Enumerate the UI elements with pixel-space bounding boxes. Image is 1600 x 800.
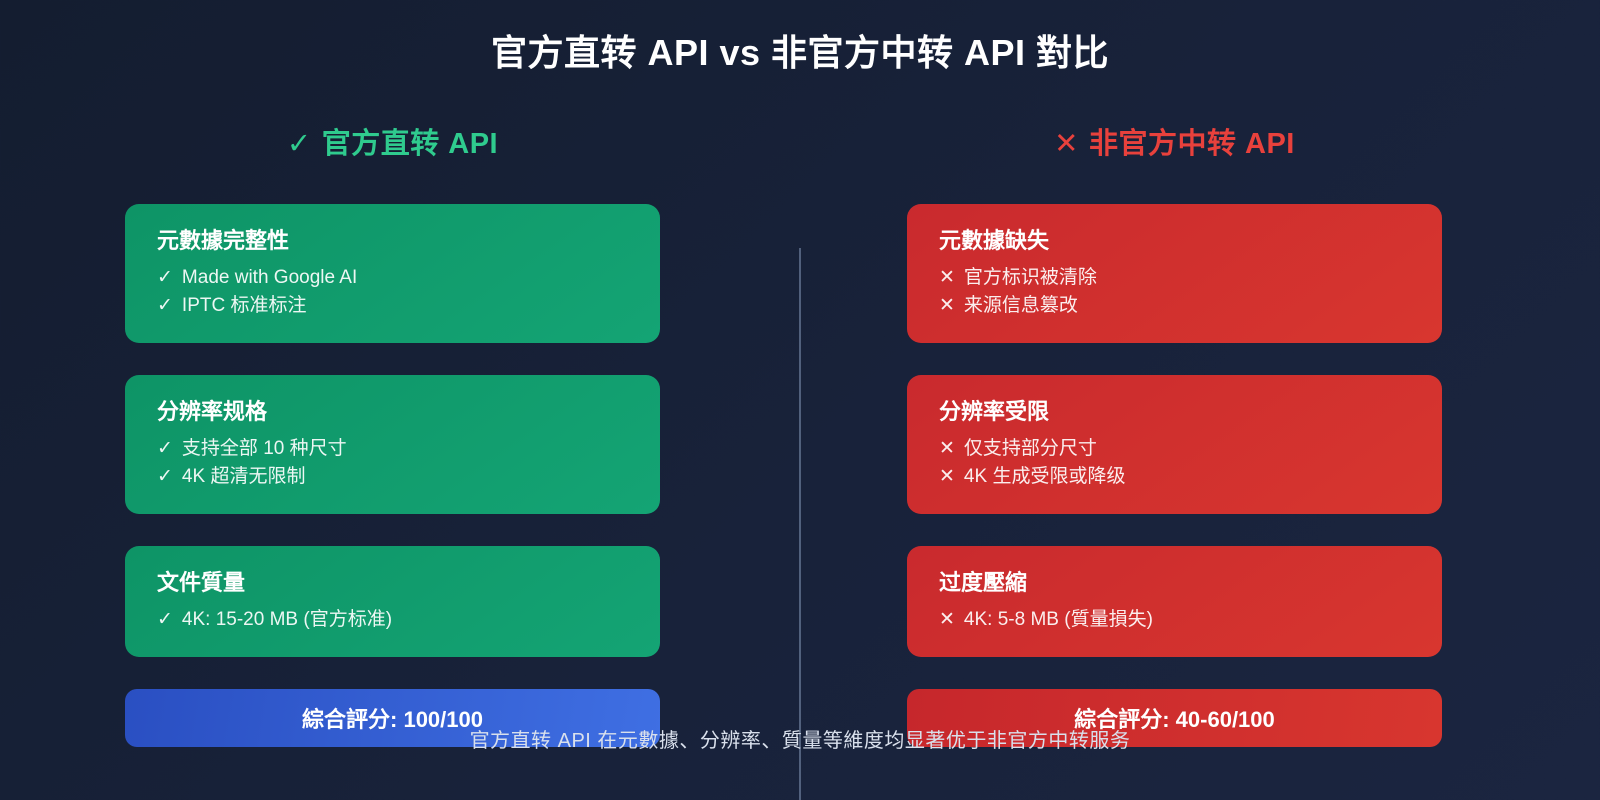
cross-icon: ✕ [939,438,955,459]
vertical-divider [799,248,801,800]
column-official-api: ✓ 官方直转 API 元數據完整性 ✓ Made with Google AI ✓… [125,120,660,747]
official-api-header-label: 官方直转 API [321,128,499,160]
feature-item: ✓ 4K: 15-20 MB (官方标准) [157,606,628,634]
card-title: 过度壓縮 [939,570,1028,595]
check-icon: ✓ [157,295,173,316]
feature-item-text: 4K: 15-20 MB (官方标准) [181,609,393,630]
feature-item: ✕ 来源信息篡改 [939,292,1410,320]
feature-item: ✕ 4K 生成受限或降级 [939,463,1410,491]
cross-icon: ✕ [939,267,955,288]
card-title: 分辨率受限 [939,399,1050,424]
card-title: 元數據完整性 [157,228,290,253]
feature-item-text: 来源信息篡改 [963,295,1078,316]
check-icon: ✓ [157,438,173,459]
feature-item-text: IPTC 标准标注 [181,295,307,316]
comparison-columns: ✓ 官方直转 API 元數據完整性 ✓ Made with Google AI ✓… [0,120,1600,800]
cross-icon: ✕ [1054,128,1079,160]
feature-item: ✕ 官方标识被清除 [939,264,1410,292]
feature-item: ✓ 支持全部 10 种尺寸 [157,435,628,463]
footer-summary: 官方直转 API 在元數據、分辨率、質量等維度均显著优于非官方中转服务 [469,730,1131,752]
card-title: 文件質量 [157,570,246,595]
feature-item-text: 4K: 5-8 MB (質量損失) [963,609,1153,630]
unofficial-api-header-label: 非官方中转 API [1088,128,1295,160]
cross-icon: ✕ [939,609,955,630]
unofficial-score-badge: 綜合評分: 40-60/100 [907,689,1442,747]
check-icon: ✓ [157,609,173,630]
feature-item-text: 官方标识被清除 [963,267,1097,288]
official-score-badge: 綜合評分: 100/100 [125,689,660,747]
card-resolution-spec: 分辨率规格 ✓ 支持全部 10 种尺寸 ✓ 4K 超清无限制 [125,375,660,514]
feature-item-text: Made with Google AI [181,267,358,288]
card-metadata-missing: 元數據缺失 ✕ 官方标识被清除 ✕ 来源信息篡改 [907,204,1442,343]
card-over-compression: 过度壓縮 ✕ 4K: 5-8 MB (質量損失) [907,546,1442,657]
card-title: 分辨率规格 [157,399,268,424]
cross-icon: ✕ [939,466,955,487]
column-unofficial-api: ✕ 非官方中转 API 元數據缺失 ✕ 官方标识被清除 ✕ 来源信息篡改 分辨率受… [907,120,1442,747]
page-title: 官方直转 API vs 非官方中转 API 對比 [490,32,1110,73]
feature-item-text: 4K 超清无限制 [181,466,306,487]
feature-item: ✓ Made with Google AI [157,264,628,292]
card-metadata-integrity: 元數據完整性 ✓ Made with Google AI ✓ IPTC 标准标注 [125,204,660,343]
feature-item: ✓ IPTC 标准标注 [157,292,628,320]
feature-item: ✕ 4K: 5-8 MB (質量損失) [939,606,1410,634]
feature-item: ✕ 仅支持部分尺寸 [939,435,1410,463]
unofficial-api-header: ✕ 非官方中转 API [907,120,1442,162]
card-file-quality: 文件質量 ✓ 4K: 15-20 MB (官方标准) [125,546,660,657]
check-icon: ✓ [286,128,312,160]
card-title: 元數據缺失 [939,228,1050,253]
card-resolution-limited: 分辨率受限 ✕ 仅支持部分尺寸 ✕ 4K 生成受限或降级 [907,375,1442,514]
check-icon: ✓ [157,267,173,288]
feature-item-text: 4K 生成受限或降级 [963,466,1126,487]
feature-item-text: 仅支持部分尺寸 [963,438,1097,459]
feature-item: ✓ 4K 超清无限制 [157,463,628,491]
check-icon: ✓ [157,466,173,487]
official-api-header: ✓ 官方直转 API [125,120,660,162]
cross-icon: ✕ [939,295,955,316]
feature-item-text: 支持全部 10 种尺寸 [181,438,347,459]
